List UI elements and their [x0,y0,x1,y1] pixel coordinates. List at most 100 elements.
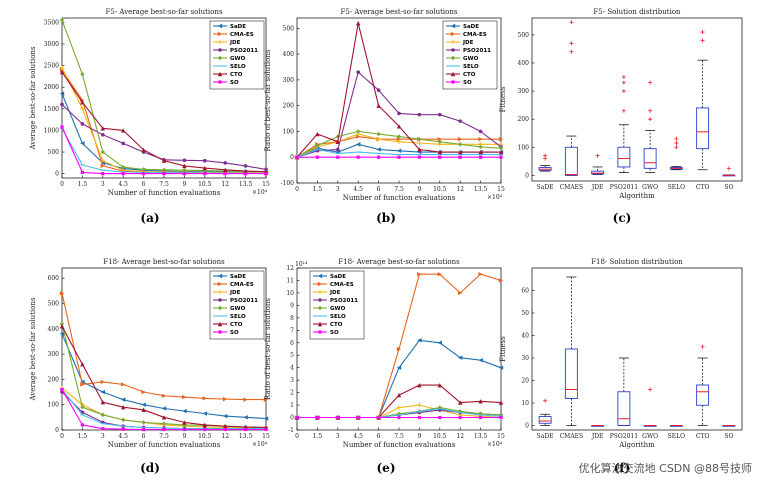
y-tick-label: 10 [286,290,294,297]
data-point [101,171,105,176]
x-tick-label: 9 [417,433,421,440]
y-tick-label: 600 [48,275,60,282]
outlier [700,30,705,35]
data-point [80,141,85,146]
x-tick-label: 10.5 [433,433,447,440]
data-point [417,136,422,142]
data-point [59,17,65,23]
legend-marker [450,31,456,37]
legend-label: SELO [463,64,479,70]
data-point [162,172,166,176]
series-so [295,415,503,420]
x-tick-label: 7.5 [394,433,404,440]
panel-label: (d) [140,461,160,475]
data-point [458,136,463,142]
outlier [621,75,626,80]
data-point [417,415,421,420]
x-tick-label: PSO2011 [610,184,638,191]
data-point [59,291,65,296]
data-point [458,355,463,360]
y-tick-label: 500 [518,32,530,39]
legend-marker [451,80,455,84]
legend: SaDE CMA-ES JDE PSO2011 GWO SELO CTO SO [209,270,265,340]
outlier [648,117,653,122]
data-point [396,365,402,370]
legend-marker [217,23,223,29]
data-point [100,149,105,155]
x-tick-label: SO [724,433,733,440]
x-tick-label: 6 [377,186,381,193]
outlier [621,108,626,113]
outlier [543,398,548,403]
data-point [376,88,381,92]
data-point [478,358,483,363]
data-point [356,134,361,139]
data-point [376,131,381,137]
box-body [564,348,578,399]
y-tick-label: -100 [281,180,295,187]
data-point [336,415,340,420]
data-point [396,346,402,352]
x-tick-label: 7.5 [159,433,169,440]
data-point [478,272,483,277]
outlier [595,153,600,158]
y-tick-label: 11 [286,277,294,284]
x-tick-label: 6 [377,433,381,440]
data-point [396,124,402,129]
data-point [182,394,187,400]
data-point [100,126,105,131]
y-tick-label: 500 [48,149,60,156]
x-tick-label: SaDE [537,433,554,440]
x-tick-label: 13.5 [474,433,488,440]
x-tick-label: 13.5 [239,181,253,188]
legend-marker [318,330,322,334]
box-so [722,166,736,177]
x-tick-label: SELO [668,184,685,191]
data-point [376,147,381,152]
x-tick-label: 9 [182,181,186,188]
outlier [621,89,626,94]
data-point [498,400,504,405]
y-tick-label: 20 [521,378,529,385]
data-point [437,382,442,388]
data-point [223,424,228,429]
x-tick-label: 4.5 [118,181,128,188]
y-tick-label: 0 [290,154,294,161]
data-point [223,413,228,419]
y-tick-label: 4 [290,365,294,372]
legend-label: CMA-ES [230,282,254,288]
y-tick-label: 100 [283,128,295,135]
box-body [564,146,578,176]
data-point [80,405,85,410]
x-tick-label: 1.5 [313,433,323,440]
y-tick-label: 9 [290,302,294,309]
x-tick-label: 12 [221,433,229,440]
x-tick-label: CMAES [560,184,584,191]
data-point [336,155,340,159]
y-tick-label: 50 [521,310,529,317]
x-tick-label: 13.5 [239,433,253,440]
chart-c: F5- Solution distribution 0 100 200 300 400 50… [499,8,743,225]
legend-marker [317,289,323,295]
x-axis-label: Number of function evaluations [343,441,456,449]
outlier [569,49,574,54]
plot-frame [531,17,743,182]
box-sade [538,398,552,426]
data-point [100,163,105,169]
data-point [141,407,146,412]
data-point [121,405,126,410]
box-cto [696,344,710,426]
outlier [648,80,653,85]
x-axis-label: Algorithm [618,441,655,449]
legend-marker [450,23,456,29]
y-tick-label: 12 [286,265,294,272]
y-axis-label: Fitness [499,86,507,112]
x-tick-label: CTO [696,184,710,191]
data-point [59,331,65,337]
outlier [543,153,548,158]
data-point [315,143,320,148]
series-so [60,387,268,432]
data-point [203,158,207,163]
y-tick-label: 500 [283,25,295,32]
legend-marker [218,298,222,302]
